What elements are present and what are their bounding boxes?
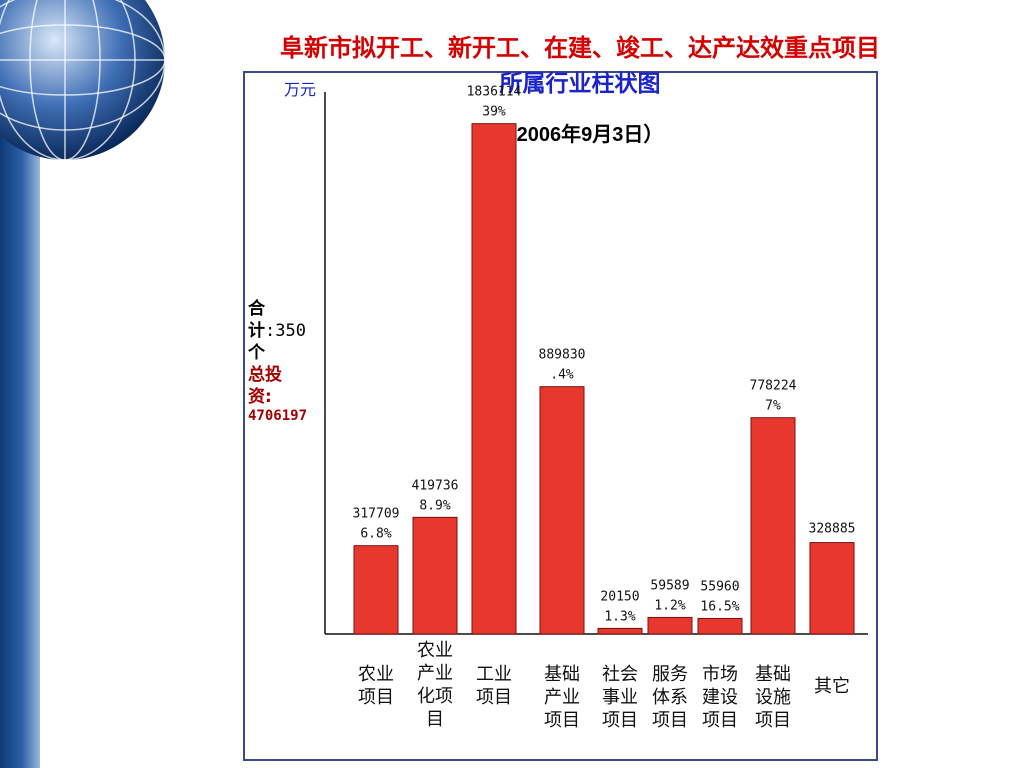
value-label-3: 889830 — [539, 348, 586, 363]
category-label-5-0: 服务 — [652, 664, 688, 685]
bar-3 — [539, 386, 585, 635]
chart-title-line2: 所属行业柱状图 — [499, 71, 661, 97]
value-label-6: 55960 — [700, 579, 739, 594]
percent-label-1: 8.9% — [419, 498, 450, 513]
chart-category-labels: 农业项目农业产业化项目工业项目基础产业项目社会事业项目服务体系项目市场建设项目基… — [358, 640, 850, 731]
chart-title-line1: 阜新市拟开工、新开工、在建、竣工、达产达效重点项目 — [280, 34, 880, 62]
percent-label-4: 1.3% — [604, 609, 635, 624]
value-label-8: 328885 — [809, 522, 856, 537]
project-count: :350 — [265, 321, 306, 341]
category-label-6-2: 项目 — [702, 710, 738, 731]
category-label-3-1: 产业 — [544, 687, 580, 708]
bar-1 — [412, 516, 458, 635]
category-label-3-2: 项目 — [544, 710, 580, 731]
total-investment-label-2: 资: — [248, 387, 272, 407]
percent-label-6: 16.5% — [700, 599, 739, 614]
category-label-4-0: 社会 — [602, 664, 638, 685]
total-investment-value: 4706197 — [248, 408, 308, 424]
percent-label-2: 39% — [482, 105, 506, 120]
percent-label-3: .4% — [550, 368, 574, 383]
bar-7 — [750, 417, 796, 635]
category-label-2-1: 项目 — [476, 687, 512, 708]
category-label-7-1: 设施 — [755, 687, 791, 708]
category-label-6-1: 建设 — [702, 687, 738, 708]
category-label-0-1: 项目 — [358, 687, 394, 708]
category-label-7-2: 项目 — [755, 710, 791, 731]
chart-data-labels: 317709 6.8% 419736 8.9% 1836114 39% 889830 .4% 2… — [353, 85, 856, 625]
category-label-1-3: 目 — [426, 709, 444, 730]
category-label-2-0: 工业 — [476, 664, 512, 685]
chart-date: （2006年9月3日） — [496, 124, 664, 146]
value-label-7: 778224 — [750, 379, 797, 394]
value-label-1: 419736 — [412, 478, 459, 493]
category-label-5-2: 项目 — [652, 710, 688, 731]
total-label-1: 合 — [248, 299, 265, 319]
category-label-4-2: 项目 — [602, 710, 638, 731]
category-label-4-1: 事业 — [602, 687, 638, 708]
category-label-7-0: 基础 — [755, 664, 791, 685]
value-label-5: 59589 — [650, 578, 689, 593]
total-label-2: 计 — [248, 321, 265, 341]
total-investment-label: 总投 — [248, 365, 282, 385]
bar-5 — [647, 616, 693, 635]
category-label-0-0: 农业 — [358, 664, 394, 685]
globe-logo — [0, 0, 170, 165]
value-label-2: 1836114 — [467, 85, 522, 100]
bar-6 — [697, 617, 743, 635]
value-label-0: 317709 — [353, 507, 400, 522]
category-label-1-2: 化项 — [417, 686, 453, 707]
category-label-3-0: 基础 — [544, 664, 580, 685]
category-label-5-1: 体系 — [652, 687, 688, 708]
category-label-8-0: 其它 — [814, 676, 850, 697]
percent-label-0: 6.8% — [360, 527, 391, 542]
value-label-4: 20150 — [600, 589, 639, 604]
bar-2 — [471, 123, 517, 635]
bar-0 — [353, 545, 399, 635]
percent-label-7: 7% — [765, 399, 781, 414]
category-label-6-0: 市场 — [702, 664, 738, 685]
y-axis-unit: 万元 — [284, 80, 317, 99]
total-label-3: 个 — [248, 343, 265, 363]
category-label-1-1: 产业 — [417, 663, 453, 684]
category-label-1-0: 农业 — [417, 640, 453, 661]
percent-label-5: 1.2% — [654, 598, 685, 613]
chart-bars — [353, 123, 855, 635]
total-summary: 合 计:350 个 总投 资: 4706197 — [248, 298, 328, 424]
bar-8 — [809, 542, 855, 635]
bar-4 — [597, 627, 643, 635]
